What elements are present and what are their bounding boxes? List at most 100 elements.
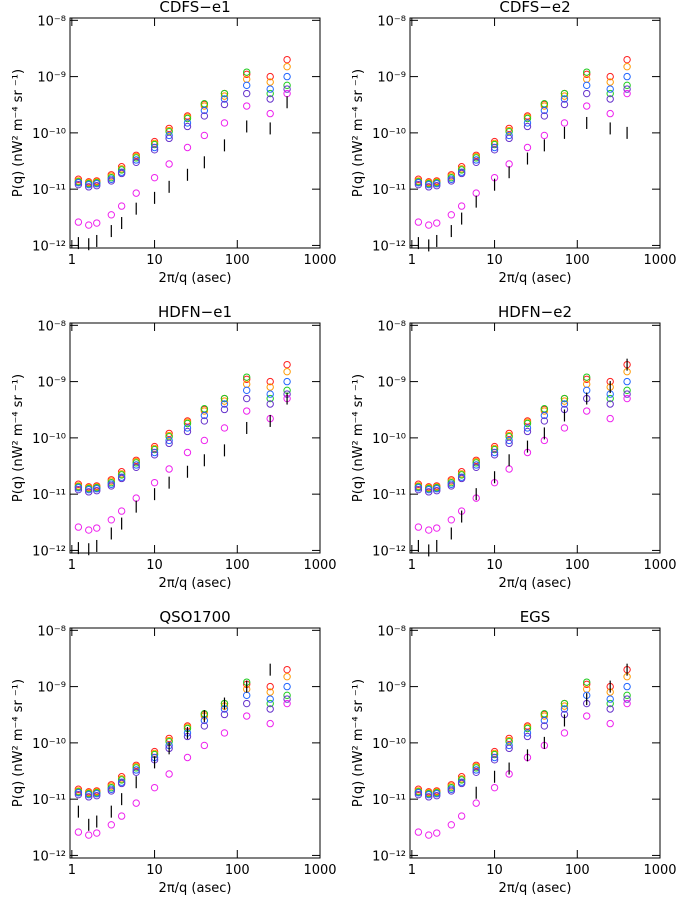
data-point: [457, 471, 466, 479]
y-tick-label: 10⁻¹²: [32, 544, 66, 559]
x-tick-label: 100: [565, 558, 590, 573]
data-point: [220, 119, 229, 127]
data-point: [74, 180, 83, 189]
data-point: [74, 523, 83, 531]
y-tick-label: 10⁻⁹: [377, 681, 406, 696]
data-point: [447, 787, 456, 795]
data-point: [414, 485, 423, 494]
x-tick-label: 10: [486, 558, 503, 573]
data-point: [505, 134, 513, 143]
data-point: [540, 716, 549, 725]
data-point: [540, 722, 549, 730]
x-tick-label: 10: [486, 253, 503, 268]
data-point: [266, 89, 274, 98]
data-point: [243, 386, 251, 395]
data-point: [220, 424, 229, 432]
data-point: [200, 112, 209, 120]
data-point: [165, 131, 173, 140]
data-point: [623, 62, 631, 71]
data-point: [583, 373, 591, 381]
data-point: [583, 68, 591, 76]
data-point: [606, 95, 614, 103]
data-point: [243, 380, 251, 388]
y-tick-label: 10⁻¹¹: [372, 488, 406, 503]
y-tick-label: 10⁻¹¹: [32, 488, 66, 503]
y-tick-label: 10⁻¹⁰: [372, 432, 406, 447]
data-point: [200, 722, 209, 730]
data-point: [266, 719, 274, 728]
x-tick-label: 10: [146, 558, 163, 573]
data-point: [107, 787, 116, 795]
data-point: [132, 189, 140, 197]
data-point: [85, 793, 93, 801]
y-tick-label: 10⁻⁸: [377, 624, 406, 639]
data-point: [457, 776, 466, 784]
data-point: [425, 488, 433, 496]
y-tick-label: 10⁻¹¹: [372, 793, 406, 808]
data-point: [107, 177, 116, 185]
data-point: [150, 146, 159, 154]
y-tick-label: 10⁻⁸: [37, 14, 66, 29]
data-point: [243, 394, 251, 403]
data-point: [283, 62, 291, 71]
data-point: [165, 436, 173, 445]
data-point: [200, 436, 209, 445]
data-point: [505, 465, 513, 473]
data-point: [490, 753, 499, 762]
x-tick-label: 10: [486, 863, 503, 878]
data-point: [117, 474, 126, 483]
data-point: [560, 100, 569, 109]
data-point: [560, 92, 569, 100]
data-point: [472, 463, 480, 472]
data-point: [606, 78, 614, 86]
data-point: [283, 72, 291, 81]
data-point: [165, 734, 173, 743]
data-point: [266, 78, 274, 86]
data-point: [165, 134, 173, 143]
y-tick-label: 10⁻¹⁰: [372, 737, 406, 752]
data-point: [243, 68, 251, 76]
plot-frame: [69, 322, 321, 554]
data-point: [447, 516, 456, 524]
y-tick-label: 10⁻¹⁰: [32, 432, 66, 447]
x-tick-label: 1000: [303, 558, 336, 573]
data-point: [523, 143, 532, 152]
data-point: [505, 744, 513, 753]
data-point: [243, 70, 251, 78]
x-tick-label: 100: [565, 863, 590, 878]
data-point: [606, 695, 614, 703]
data-point: [505, 131, 513, 140]
data-point: [93, 829, 101, 837]
data-point: [472, 768, 480, 777]
data-point: [490, 140, 499, 149]
data-point: [220, 394, 229, 403]
data-point: [283, 377, 291, 386]
data-point: [472, 764, 480, 772]
data-point: [266, 695, 274, 703]
data-point: [540, 417, 549, 425]
data-point: [117, 202, 126, 210]
data-point: [433, 792, 441, 800]
data-point: [623, 377, 631, 386]
plot-frame: [409, 322, 661, 554]
data-point: [243, 102, 251, 110]
data-point: [457, 779, 466, 788]
data-point: [540, 106, 549, 115]
x-tick-label: 100: [565, 253, 590, 268]
data-point: [220, 100, 229, 109]
x-tick-label: 1000: [303, 863, 336, 878]
data-point: [165, 429, 173, 438]
data-point: [583, 81, 591, 90]
data-point: [93, 789, 101, 798]
data-point: [414, 484, 423, 492]
data-point: [433, 219, 441, 227]
data-point: [74, 179, 83, 187]
data-point: [606, 394, 614, 403]
data-point: [220, 729, 229, 737]
data-point: [183, 419, 192, 428]
data-point: [183, 119, 192, 127]
data-point: [623, 386, 631, 395]
data-point: [472, 156, 480, 164]
data-point: [560, 89, 569, 98]
